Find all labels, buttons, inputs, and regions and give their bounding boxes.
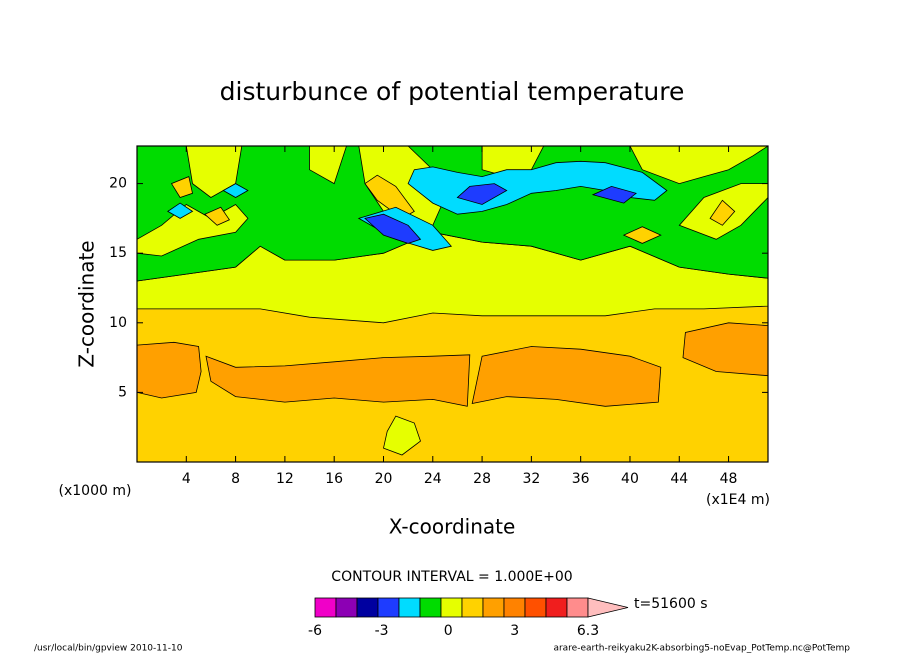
x-tick-label: 12 [276,471,294,487]
contour-region [309,146,347,185]
x-tick-label: 16 [325,471,343,487]
x-tick-label: 20 [375,471,393,487]
colorbar-box [524,597,547,618]
contour-region [205,354,471,407]
contour-region [137,341,202,399]
footer-left: /usr/local/bin/gpview 2010-11-10 [34,644,183,654]
y-unit: (x1000 m) [59,483,132,499]
x-tick-label: 40 [621,471,639,487]
x-tick-label: 44 [670,471,688,487]
y-tick-label: 5 [118,384,127,400]
x-tick-label: 24 [424,471,442,487]
colorbar-box [461,597,484,618]
y-tick-label: 15 [109,245,127,261]
colorbar-tick-label: 6.3 [577,623,599,639]
contour-region [629,146,768,185]
colorbar-tick-label: -6 [308,623,322,639]
contour-region [222,183,249,198]
contour-region [471,346,662,407]
contour-interval: CONTOUR INTERVAL = 1.000E+00 [331,569,572,585]
colorbar-extension [587,597,629,618]
colorbar-box [356,597,379,618]
colorbar-tick-label: 0 [444,623,453,639]
x-tick-label: 4 [182,471,191,487]
colorbar-box [545,597,568,618]
plot-area [137,146,768,462]
plot-frame [136,145,769,463]
colorbar-box [482,597,505,618]
x-tick-label: 8 [231,471,240,487]
y-tick-label: 10 [109,315,127,331]
contour-region [591,185,637,204]
time-label: t=51600 s [634,596,708,612]
contour-region [682,322,768,377]
colorbar-box [419,597,442,618]
contour-region [364,213,422,244]
x-unit: (x1E4 m) [706,492,770,508]
colorbar-box [440,597,463,618]
colorbar-tick-label: 3 [510,623,519,639]
x-axis-label: X-coordinate [389,515,516,539]
colorbar-box [566,597,589,618]
x-tick-label: 28 [473,471,491,487]
contour-region [364,174,415,219]
colorbar-box [398,597,421,618]
colorbar-box [335,597,358,618]
x-tick-label: 36 [572,471,590,487]
contour-region [622,226,662,244]
colorbar-box [314,597,337,618]
chart-title: disturbunce of potential temperature [220,77,685,106]
colorbar-box [503,597,526,618]
x-tick-label: 48 [720,471,738,487]
contour-region [170,176,193,198]
colorbar-box [377,597,400,618]
x-tick-label: 32 [522,471,540,487]
contour-region [709,199,736,226]
y-tick-label: 20 [109,176,127,192]
y-axis-label: Z-coordinate [75,240,99,367]
contour-region [383,415,421,456]
footer-right: arare-earth-reikyaku2K-absorbing5-noEvap… [553,644,850,654]
colorbar-tick-label: -3 [375,623,389,639]
contour-region [204,206,231,226]
contour-region [456,183,508,205]
contour-region [167,202,194,219]
